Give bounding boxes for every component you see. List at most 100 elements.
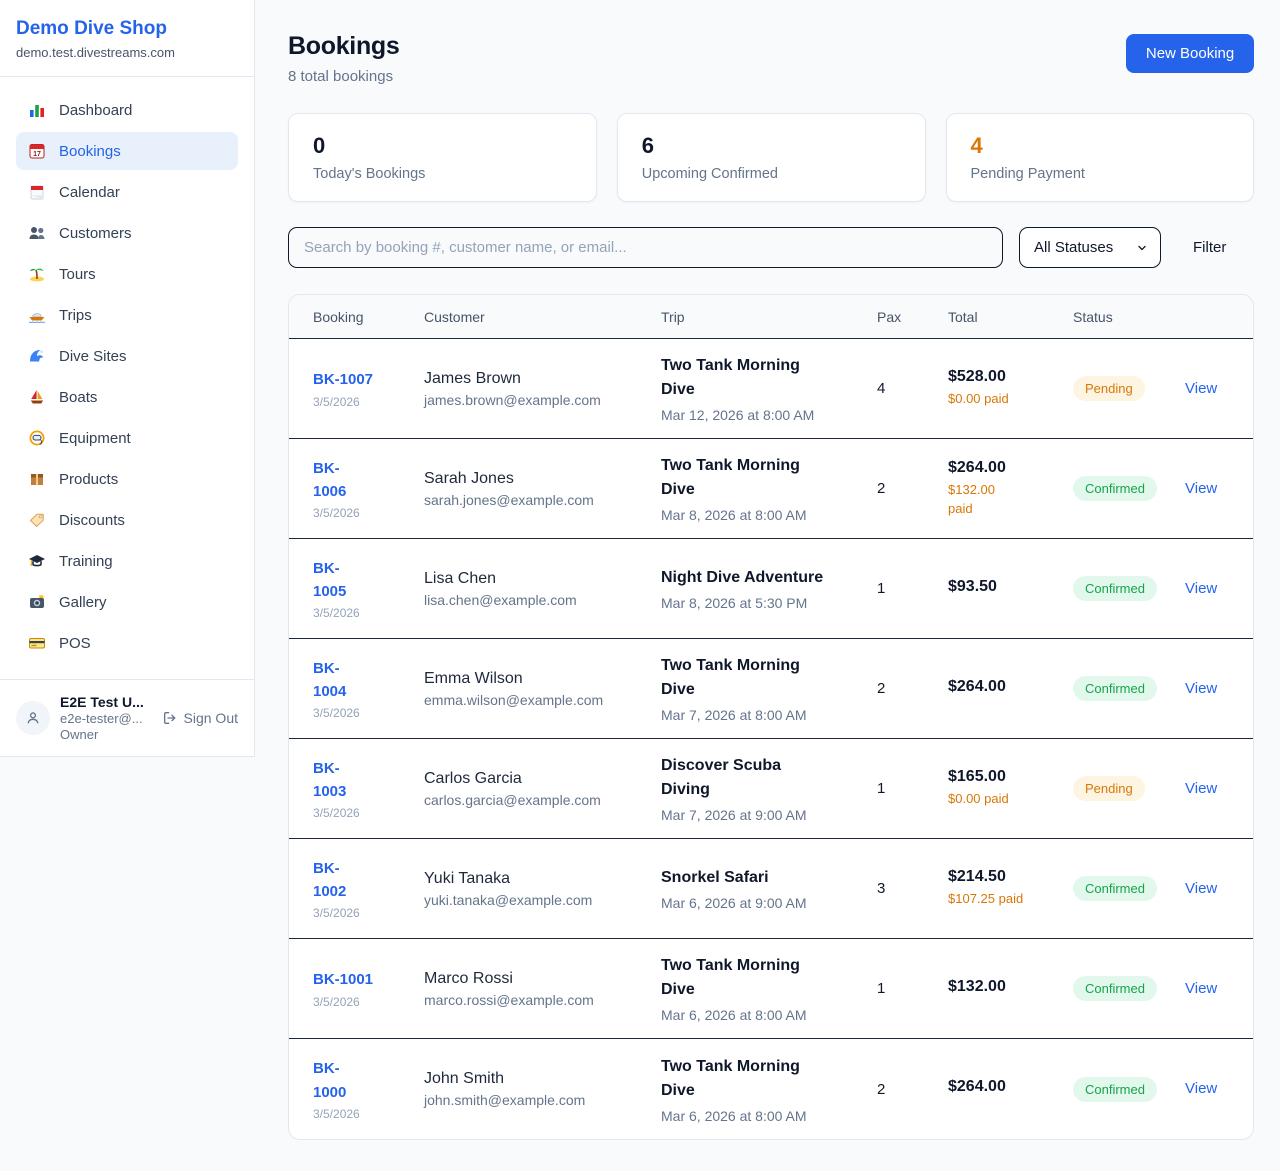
table-row: BK- 1000 3/5/2026 John Smith john.smith@ex… bbox=[289, 1039, 1253, 1139]
sidebar-item-tours[interactable]: Tours bbox=[16, 255, 238, 293]
new-booking-button[interactable]: New Booking bbox=[1125, 34, 1255, 73]
view-link[interactable]: View bbox=[1185, 879, 1218, 897]
view-link[interactable]: View bbox=[1185, 379, 1218, 397]
trip-datetime: Mar 6, 2026 at 8:00 AM bbox=[661, 1007, 807, 1023]
sidebar-item-products[interactable]: Products bbox=[16, 460, 238, 498]
filter-button[interactable]: Filter bbox=[1181, 231, 1238, 264]
page-header: Bookings 8 total bookings New Booking bbox=[288, 32, 1255, 85]
pax-count: 1 bbox=[877, 580, 886, 597]
sidebar-item-label: Bookings bbox=[59, 142, 121, 160]
view-link[interactable]: View bbox=[1185, 579, 1218, 597]
sign-out-icon bbox=[163, 712, 175, 724]
table-row: BK-1007 3/5/2026 James Brown james.brown@e… bbox=[289, 339, 1254, 439]
booking-id-link[interactable]: BK- 1002 bbox=[313, 859, 347, 900]
customer-name: Sarah Jones bbox=[424, 469, 514, 487]
sidebar-item-label: Customers bbox=[59, 224, 132, 242]
sign-out-button[interactable]: Sign Out bbox=[162, 710, 238, 726]
paid-amount: $0.00 paid bbox=[948, 791, 1009, 807]
table-row: BK- 1002 3/5/2026 Yuki Tanaka yuki.tanaka@… bbox=[289, 839, 1254, 939]
tear-off-calendar-icon bbox=[28, 183, 46, 201]
sidebar-item-calendar[interactable]: Calendar bbox=[16, 173, 238, 211]
island-icon bbox=[28, 265, 46, 283]
main-content: Bookings 8 total bookings New Booking 0 … bbox=[255, 0, 1280, 1171]
view-link[interactable]: View bbox=[1185, 779, 1218, 797]
table-row: BK- 1005 3/5/2026 Lisa Chen lisa.chen@exam… bbox=[289, 539, 1254, 639]
sign-out-label: Sign Out bbox=[183, 710, 238, 726]
paid-amount: $132.00 paid bbox=[948, 481, 995, 516]
stats-row: 0 Today's Bookings 6 Upcoming Confirmed … bbox=[288, 113, 1255, 202]
view-link[interactable]: View bbox=[1185, 1080, 1218, 1097]
brand-block: Demo Dive Shop demo.test.divestreams.com bbox=[0, 0, 254, 77]
trip-name: Two Tank Morning Dive bbox=[661, 657, 800, 698]
booking-id-link[interactable]: BK- 1005 bbox=[313, 559, 347, 600]
trip-name: Discover Scuba Diving bbox=[661, 757, 782, 798]
table-row: BK- 1006 3/5/2026 Sarah Jones sarah.jones@… bbox=[289, 439, 1254, 539]
sidebar-item-bookings[interactable]: 17 Bookings bbox=[16, 132, 238, 170]
sidebar-item-label: Discounts bbox=[59, 511, 125, 529]
stat-value: 0 bbox=[313, 133, 326, 158]
customer-name: Marco Rossi bbox=[424, 969, 513, 987]
customer-name: Yuki Tanaka bbox=[424, 869, 510, 887]
sidebar-item-trips[interactable]: Trips bbox=[16, 296, 238, 334]
booking-created-date: 3/5/2026 bbox=[313, 394, 360, 409]
trip-name: Night Dive Adventure bbox=[661, 569, 824, 586]
booking-id-link[interactable]: BK- 1006 bbox=[313, 459, 347, 500]
sidebar-item-boats[interactable]: Boats bbox=[16, 378, 238, 416]
booking-created-date: 3/5/2026 bbox=[313, 994, 360, 1009]
pax-count: 1 bbox=[877, 780, 886, 797]
total-bookings-count: 8 total bookings bbox=[288, 68, 394, 85]
table-row: BK-1001 3/5/2026 Marco Rossi marco.rossi@e… bbox=[289, 939, 1254, 1039]
sidebar: Demo Dive Shop demo.test.divestreams.com… bbox=[0, 0, 255, 757]
booking-id-link[interactable]: BK- 1004 bbox=[313, 659, 347, 700]
column-header-pax: Pax bbox=[877, 308, 902, 325]
user-role: Owner bbox=[60, 727, 99, 742]
user-footer: E2E Test U... e2e-tester@... Owner Sign … bbox=[0, 679, 254, 756]
sidebar-item-dive-sites[interactable]: Dive Sites bbox=[16, 337, 238, 375]
wave-icon bbox=[28, 347, 46, 365]
chevron-down-icon bbox=[1138, 245, 1146, 250]
booking-id-link[interactable]: BK- 1000 bbox=[313, 1060, 347, 1101]
trip-datetime: Mar 8, 2026 at 8:00 AM bbox=[661, 507, 807, 523]
booking-id-link[interactable]: BK- 1003 bbox=[313, 759, 347, 800]
status-badge: Pending bbox=[1073, 776, 1145, 801]
customer-email: yuki.tanaka@example.com bbox=[424, 891, 593, 908]
customer-name: James Brown bbox=[424, 369, 521, 387]
booking-id-link[interactable]: BK-1001 bbox=[313, 971, 374, 989]
status-badge: Confirmed bbox=[1073, 476, 1157, 501]
bookings-table: Booking Customer Trip Pax Total Status B… bbox=[288, 294, 1255, 1140]
view-link[interactable]: View bbox=[1185, 679, 1218, 697]
user-name: E2E Test U... bbox=[60, 694, 144, 710]
trip-name: Two Tank Morning Dive bbox=[661, 1057, 800, 1099]
view-link[interactable]: View bbox=[1185, 979, 1218, 997]
customer-name: Lisa Chen bbox=[424, 569, 497, 587]
page-title: Bookings bbox=[288, 32, 400, 60]
search-input[interactable] bbox=[288, 227, 1003, 268]
sidebar-item-discounts[interactable]: Discounts bbox=[16, 501, 238, 539]
trip-datetime: Mar 6, 2026 at 9:00 AM bbox=[661, 895, 807, 911]
sidebar-item-customers[interactable]: Customers bbox=[16, 214, 238, 252]
status-filter-select[interactable]: All Statuses bbox=[1019, 227, 1161, 268]
status-badge: Confirmed bbox=[1073, 1076, 1157, 1102]
booking-id-link[interactable]: BK-1007 bbox=[313, 371, 374, 389]
sidebar-item-gallery[interactable]: Gallery bbox=[16, 583, 238, 621]
sidebar-item-pos[interactable]: POS bbox=[16, 624, 238, 662]
booking-created-date: 3/5/2026 bbox=[313, 706, 360, 721]
total-amount: $214.50 bbox=[948, 868, 1006, 886]
stat-value: 6 bbox=[641, 133, 654, 158]
table-row: BK- 1004 3/5/2026 Emma Wilson emma.wilson@… bbox=[289, 639, 1254, 739]
person-icon bbox=[27, 712, 39, 724]
trip-name: Two Tank Morning Dive bbox=[661, 357, 800, 398]
sidebar-item-label: Dive Sites bbox=[59, 347, 127, 365]
trip-name: Two Tank Morning Dive bbox=[661, 457, 800, 498]
status-badge: Confirmed bbox=[1073, 576, 1157, 601]
stat-label: Pending Payment bbox=[970, 166, 1085, 182]
stat-label: Today's Bookings bbox=[313, 166, 426, 182]
pax-count: 3 bbox=[877, 880, 886, 897]
bar-chart-icon bbox=[28, 101, 46, 119]
pax-count: 4 bbox=[877, 380, 886, 397]
view-link[interactable]: View bbox=[1185, 479, 1218, 497]
sidebar-item-training[interactable]: Training bbox=[16, 542, 238, 580]
sidebar-item-dashboard[interactable]: Dashboard bbox=[16, 91, 238, 129]
stat-value: 4 bbox=[970, 133, 983, 158]
sidebar-item-equipment[interactable]: Equipment bbox=[16, 419, 238, 457]
